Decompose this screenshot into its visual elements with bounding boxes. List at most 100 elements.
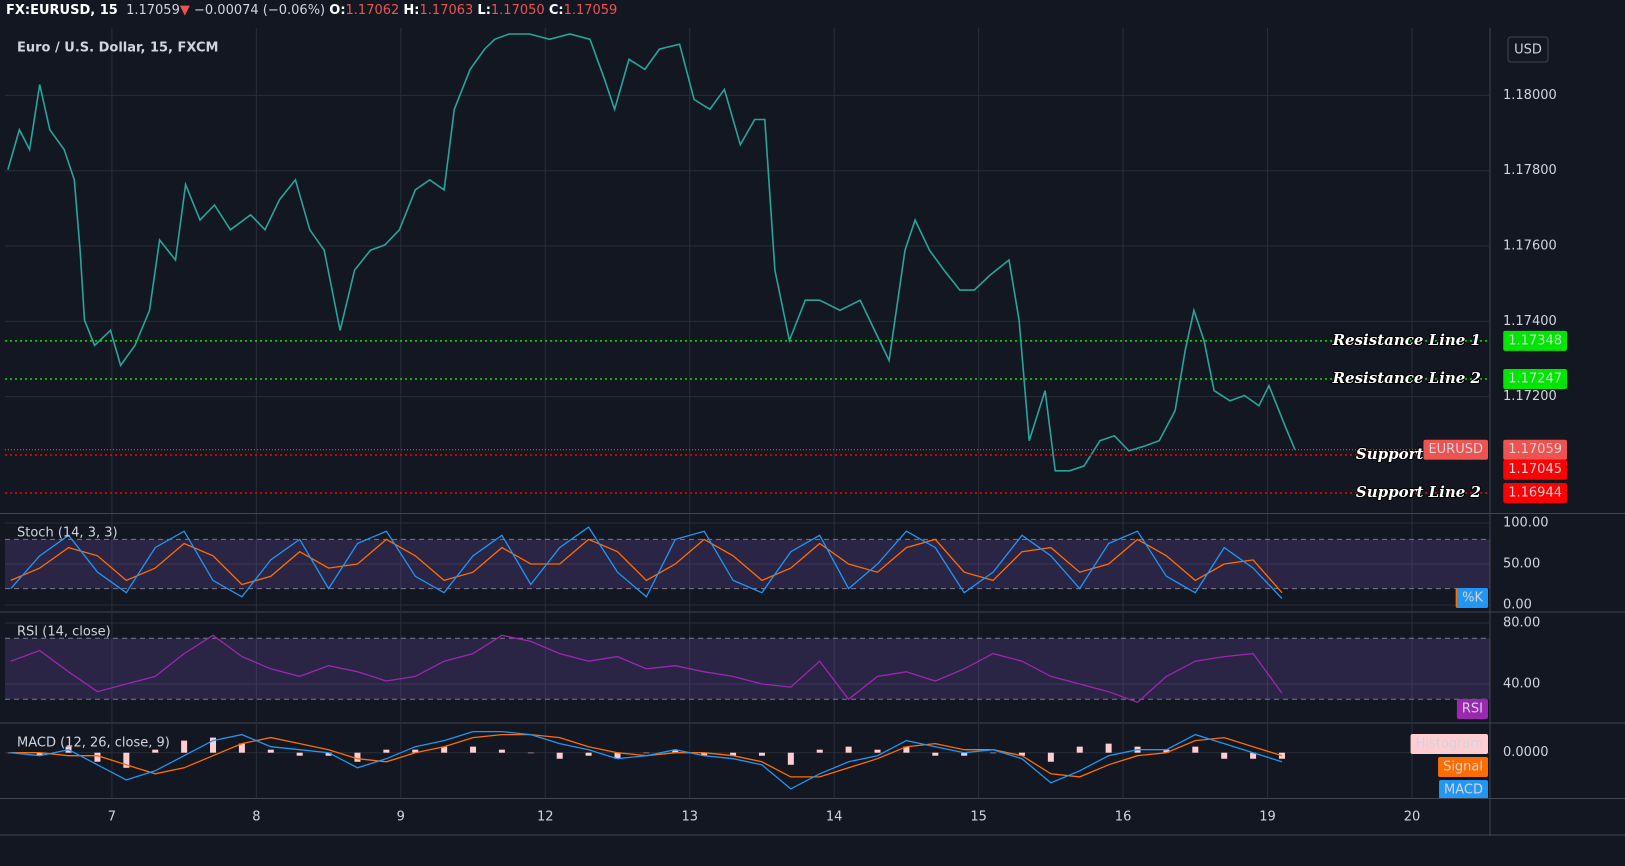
level-badge-text: 1.17348 <box>1508 333 1562 348</box>
histogram-bar <box>470 746 477 753</box>
x-tick-label: 16 <box>1115 810 1132 825</box>
legend-badge <box>1438 757 1488 777</box>
y-tick-label: 0.00 <box>1503 598 1532 613</box>
legend-badge <box>1457 588 1488 608</box>
x-tick-label: 13 <box>681 810 698 825</box>
histogram-bar <box>874 749 881 753</box>
series-line <box>10 730 1283 790</box>
pane: Histogram Signal MACD <box>5 724 1490 798</box>
x-tick-label: 7 <box>108 810 116 825</box>
histogram-bar <box>1047 752 1054 762</box>
series-badge-text: EURUSD <box>1428 442 1483 457</box>
band-fill <box>5 539 1490 589</box>
pane-title: RSI (14, close) <box>17 625 111 640</box>
histogram-bar <box>354 752 361 762</box>
ohlc-label: C: <box>548 3 564 18</box>
series-badge <box>1423 439 1488 460</box>
series-line <box>10 538 1283 594</box>
histogram-bar <box>787 752 794 765</box>
histogram-bar <box>643 752 650 754</box>
symbol: FX:EURUSD, 15 <box>6 3 118 18</box>
histogram-bar <box>585 752 592 756</box>
y-tick-label: 100.00 <box>1503 516 1549 531</box>
level-badge <box>1503 368 1567 389</box>
series-line <box>10 634 1283 704</box>
histogram-bar <box>210 737 217 753</box>
x-tick-label: 14 <box>826 810 843 825</box>
histogram-bar <box>614 752 621 759</box>
legend-badge <box>1456 699 1488 719</box>
last-price-badge-text: 1.17059 <box>1508 442 1562 457</box>
histogram-bar <box>932 752 939 756</box>
x-tick-label: 15 <box>970 810 987 825</box>
x-tick-label: 9 <box>397 810 405 825</box>
histogram-bar <box>325 752 332 756</box>
pane: Resistance Line 1 Resistance Line 2 Suppor… <box>5 28 1490 513</box>
ohlc-label: O: <box>329 3 346 18</box>
currency[interactable]: USD <box>1514 43 1542 58</box>
histogram-bar <box>845 746 852 753</box>
legend-badge-text: RSI <box>1462 702 1483 717</box>
currency-button[interactable] <box>1507 36 1549 63</box>
x-tick-label: 19 <box>1259 810 1276 825</box>
last-price-badge <box>1503 439 1567 460</box>
level-badge <box>1503 483 1567 504</box>
y-tick-label: 1.17200 <box>1503 389 1557 404</box>
ohlc-label: H: <box>403 3 420 18</box>
histogram-bar <box>296 752 303 756</box>
histogram-bar <box>961 752 968 756</box>
pane-title: Stoch (14, 3, 3) <box>17 526 118 541</box>
band-fill <box>5 638 1490 700</box>
legend-badge-text: Histogram <box>1416 737 1483 752</box>
x-tick-label: 8 <box>252 810 260 825</box>
histogram-bar <box>1105 743 1112 753</box>
level-badge <box>1503 459 1567 480</box>
histogram-bar <box>816 749 823 753</box>
histogram-bar <box>527 752 534 754</box>
legend-badge-text: MACD <box>1444 783 1483 798</box>
y-tick-label: 1.17400 <box>1503 314 1557 329</box>
y-tick-label: 40.00 <box>1503 677 1540 692</box>
histogram-bar <box>238 743 245 753</box>
histogram-bar <box>556 752 563 759</box>
histogram-bar <box>1076 746 1083 753</box>
y-tick-label: 1.17600 <box>1503 239 1557 254</box>
pane: RSI <box>5 613 1490 722</box>
level-badge <box>1503 330 1567 351</box>
level-label: Support Line 2 <box>1356 483 1481 501</box>
histogram-bar <box>1221 752 1228 759</box>
y-tick-label: 50.00 <box>1503 557 1540 572</box>
histogram-bar <box>990 752 997 754</box>
histogram-bar <box>758 752 765 756</box>
ohlc-value: 1.17059 <box>563 3 618 18</box>
histogram-bar <box>94 752 101 762</box>
histogram-bar <box>152 749 159 753</box>
level-badge-text: 1.16944 <box>1508 486 1562 501</box>
series-line <box>7 33 1296 472</box>
histogram-bar <box>1250 752 1257 759</box>
last-price: 1.17059 <box>126 3 180 18</box>
histogram-bar <box>730 752 737 756</box>
y-tick-label: 1.17800 <box>1503 163 1557 178</box>
histogram-bar <box>1163 749 1170 753</box>
series-line <box>10 526 1283 599</box>
symbol-header: FX:EURUSD, 15 1.17059▼ −0.00074 (−0.06%)… <box>6 3 617 18</box>
pane-title: Euro / U.S. Dollar, 15, FXCM <box>17 41 218 56</box>
change: −0.00074 (−0.06%) <box>194 3 326 18</box>
x-tick-label: 20 <box>1404 810 1421 825</box>
y-tick-label: 80.00 <box>1503 616 1540 631</box>
pane-title: MACD (12, 26, close, 9) <box>17 736 170 751</box>
legend-badge <box>1439 780 1488 798</box>
histogram-bar <box>181 740 188 753</box>
histogram-bar <box>441 746 448 753</box>
x-tick-label: 12 <box>537 810 554 825</box>
level-badge-text: 1.17247 <box>1508 371 1562 386</box>
level-label: Resistance Line 1 <box>1332 331 1481 349</box>
level-badge-text: 1.17045 <box>1508 462 1562 477</box>
histogram-bar <box>903 746 910 753</box>
legend-badge-text: %K <box>1462 591 1483 606</box>
background <box>0 28 1625 866</box>
histogram-bar <box>672 749 679 753</box>
